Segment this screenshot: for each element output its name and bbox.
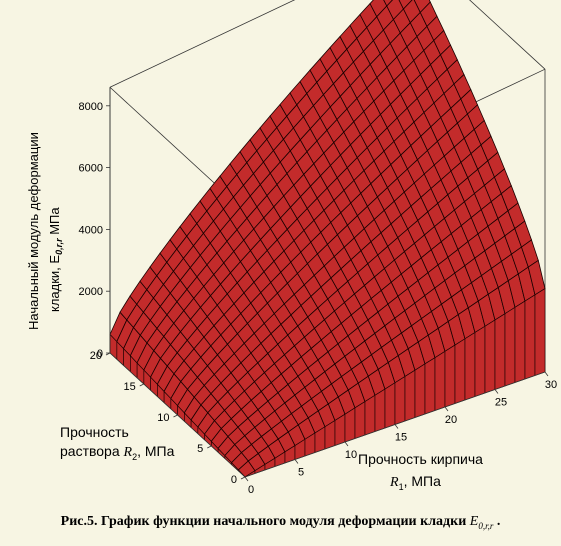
- y-tick-label: 5: [197, 443, 203, 455]
- x-tick-mark: [494, 389, 499, 394]
- y-axis-label-line2: раствора R2, МПа: [60, 443, 175, 462]
- y-tick-mark: [139, 383, 144, 387]
- x-tick-mark: [244, 476, 249, 482]
- y-axis-label-line1: Прочность: [60, 424, 129, 440]
- surface-side-cell: [414, 363, 426, 418]
- z-tick-label: 6000: [79, 163, 103, 175]
- surface-side-cell: [424, 357, 436, 415]
- surface-side-cell: [364, 394, 376, 436]
- y-tick-label: 15: [124, 381, 136, 393]
- surface-side-cell: [354, 401, 366, 439]
- x-tick-mark: [344, 441, 349, 447]
- surface-side-cell: [484, 319, 496, 394]
- surface-side-cell: [384, 382, 396, 429]
- figure-caption: Рис.5. График функции начального модуля …: [60, 514, 501, 531]
- z-tick-label: 8000: [79, 101, 103, 113]
- x-tick-label: 30: [545, 379, 557, 391]
- surface-side-cell: [534, 288, 546, 376]
- surface-side-cell: [444, 344, 456, 408]
- z-tick-label: 4000: [79, 224, 103, 236]
- surface-side-cell: [394, 375, 406, 425]
- x-tick-mark: [294, 459, 299, 464]
- surface-side-cell: [434, 350, 446, 411]
- surface-side-cell: [524, 294, 536, 380]
- surface-side-cell: [504, 306, 516, 387]
- x-tick-label: 20: [445, 414, 457, 426]
- surface-cell: [383, 0, 394, 7]
- x-tick-label: 15: [395, 432, 407, 444]
- surface-side-cell: [404, 369, 416, 422]
- x-axis-label-line1: Прочность кирпича: [358, 451, 483, 467]
- z-axis-label: Начальный модуль деформации кладки, E0,r…: [26, 132, 64, 330]
- surface-side-cell: [464, 331, 476, 401]
- box-edge-top-back: [109, 0, 296, 88]
- x-tick-mark: [444, 406, 449, 412]
- z-axis-label-line1: Начальный модуль деформации: [26, 132, 41, 330]
- y-tick-label: 20: [90, 350, 102, 362]
- y-tick-label: 0: [231, 474, 237, 486]
- surface-side-cell: [514, 300, 526, 383]
- x-axis-label-line2: R1, МПа: [389, 473, 441, 492]
- x-tick-label: 0: [248, 484, 254, 496]
- surface-side-cell: [494, 313, 506, 390]
- box-edge-top-right: [469, 0, 546, 70]
- z-axis-label-line2: кладки, E0,r,r МПа: [47, 207, 64, 312]
- z-tick-label: 0: [97, 348, 103, 360]
- y-tick-label: 10: [157, 412, 169, 424]
- surface-side-cell: [474, 325, 486, 397]
- surface-mesh: [109, 0, 546, 478]
- surface-side-cell: [344, 407, 356, 443]
- y-tick-mark: [173, 414, 178, 418]
- x-tick-label: 10: [345, 449, 357, 461]
- x-tick-mark: [394, 424, 399, 429]
- surface-side-cell: [454, 338, 466, 404]
- x-tick-mark: [544, 371, 549, 377]
- x-tick-label: 25: [495, 397, 507, 409]
- y-tick-mark: [207, 445, 212, 449]
- surface-side-cell: [374, 388, 386, 432]
- y-tick-mark: [240, 476, 246, 480]
- x-tick-label: 5: [298, 467, 304, 479]
- z-tick-label: 2000: [79, 286, 103, 298]
